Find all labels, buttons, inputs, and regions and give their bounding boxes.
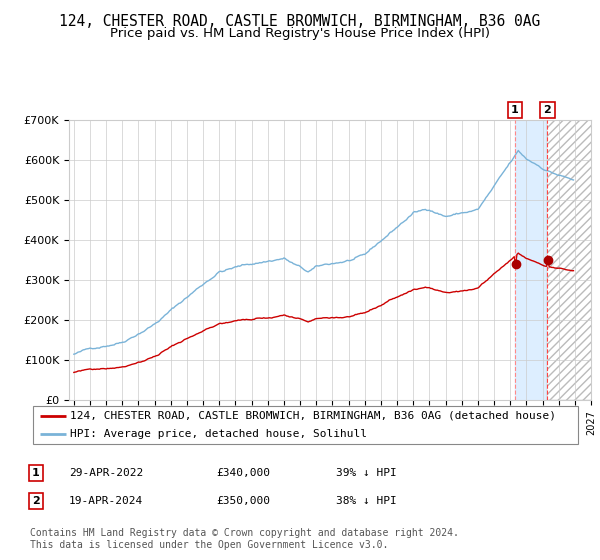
Text: HPI: Average price, detached house, Solihull: HPI: Average price, detached house, Soli… <box>70 430 367 439</box>
Text: 124, CHESTER ROAD, CASTLE BROMWICH, BIRMINGHAM, B36 0AG: 124, CHESTER ROAD, CASTLE BROMWICH, BIRM… <box>59 14 541 29</box>
Text: £350,000: £350,000 <box>216 496 270 506</box>
FancyBboxPatch shape <box>33 407 578 444</box>
Text: 38% ↓ HPI: 38% ↓ HPI <box>336 496 397 506</box>
Text: 39% ↓ HPI: 39% ↓ HPI <box>336 468 397 478</box>
Text: 1: 1 <box>511 105 519 115</box>
Text: 1: 1 <box>32 468 40 478</box>
Bar <box>547 120 599 400</box>
Text: 124, CHESTER ROAD, CASTLE BROMWICH, BIRMINGHAM, B36 0AG (detached house): 124, CHESTER ROAD, CASTLE BROMWICH, BIRM… <box>70 411 556 421</box>
Bar <box>515 120 547 400</box>
Text: 2: 2 <box>544 105 551 115</box>
Text: Price paid vs. HM Land Registry's House Price Index (HPI): Price paid vs. HM Land Registry's House … <box>110 27 490 40</box>
Bar <box>547 120 599 400</box>
Text: 19-APR-2024: 19-APR-2024 <box>69 496 143 506</box>
Text: £340,000: £340,000 <box>216 468 270 478</box>
Text: Contains HM Land Registry data © Crown copyright and database right 2024.
This d: Contains HM Land Registry data © Crown c… <box>30 528 459 550</box>
Text: 29-APR-2022: 29-APR-2022 <box>69 468 143 478</box>
Text: 2: 2 <box>32 496 40 506</box>
